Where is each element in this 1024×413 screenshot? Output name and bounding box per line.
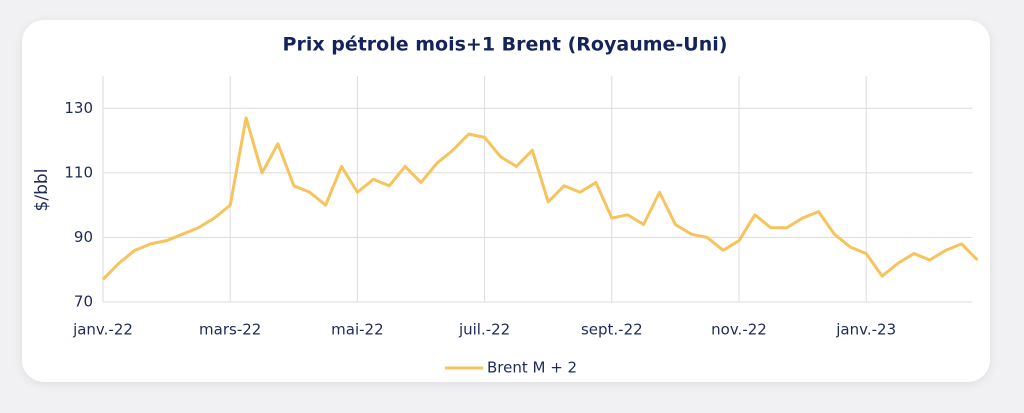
x-tick-label: janv.-22 — [72, 321, 133, 339]
y-axis-label: $/bbl — [32, 169, 52, 212]
x-tick-label: nov.-22 — [711, 321, 767, 339]
chart-title: Prix pétrole mois+1 Brent (Royaume-Uni) — [283, 34, 728, 56]
y-tick-label: 110 — [64, 163, 93, 181]
y-tick-label: 130 — [64, 99, 93, 117]
x-tick-label: janv.-23 — [835, 321, 896, 339]
y-tick-label: 70 — [74, 293, 93, 311]
line-series — [101, 116, 979, 281]
x-tick-label: sept.-22 — [581, 321, 643, 339]
legend-label: Brent M + 2 — [487, 359, 577, 377]
card — [22, 20, 990, 382]
x-tick-label: juil.-22 — [458, 321, 510, 339]
x-tick-label: mars-22 — [199, 321, 261, 339]
x-tick-label: mai-22 — [331, 321, 383, 339]
y-tick-label: 90 — [74, 228, 93, 246]
